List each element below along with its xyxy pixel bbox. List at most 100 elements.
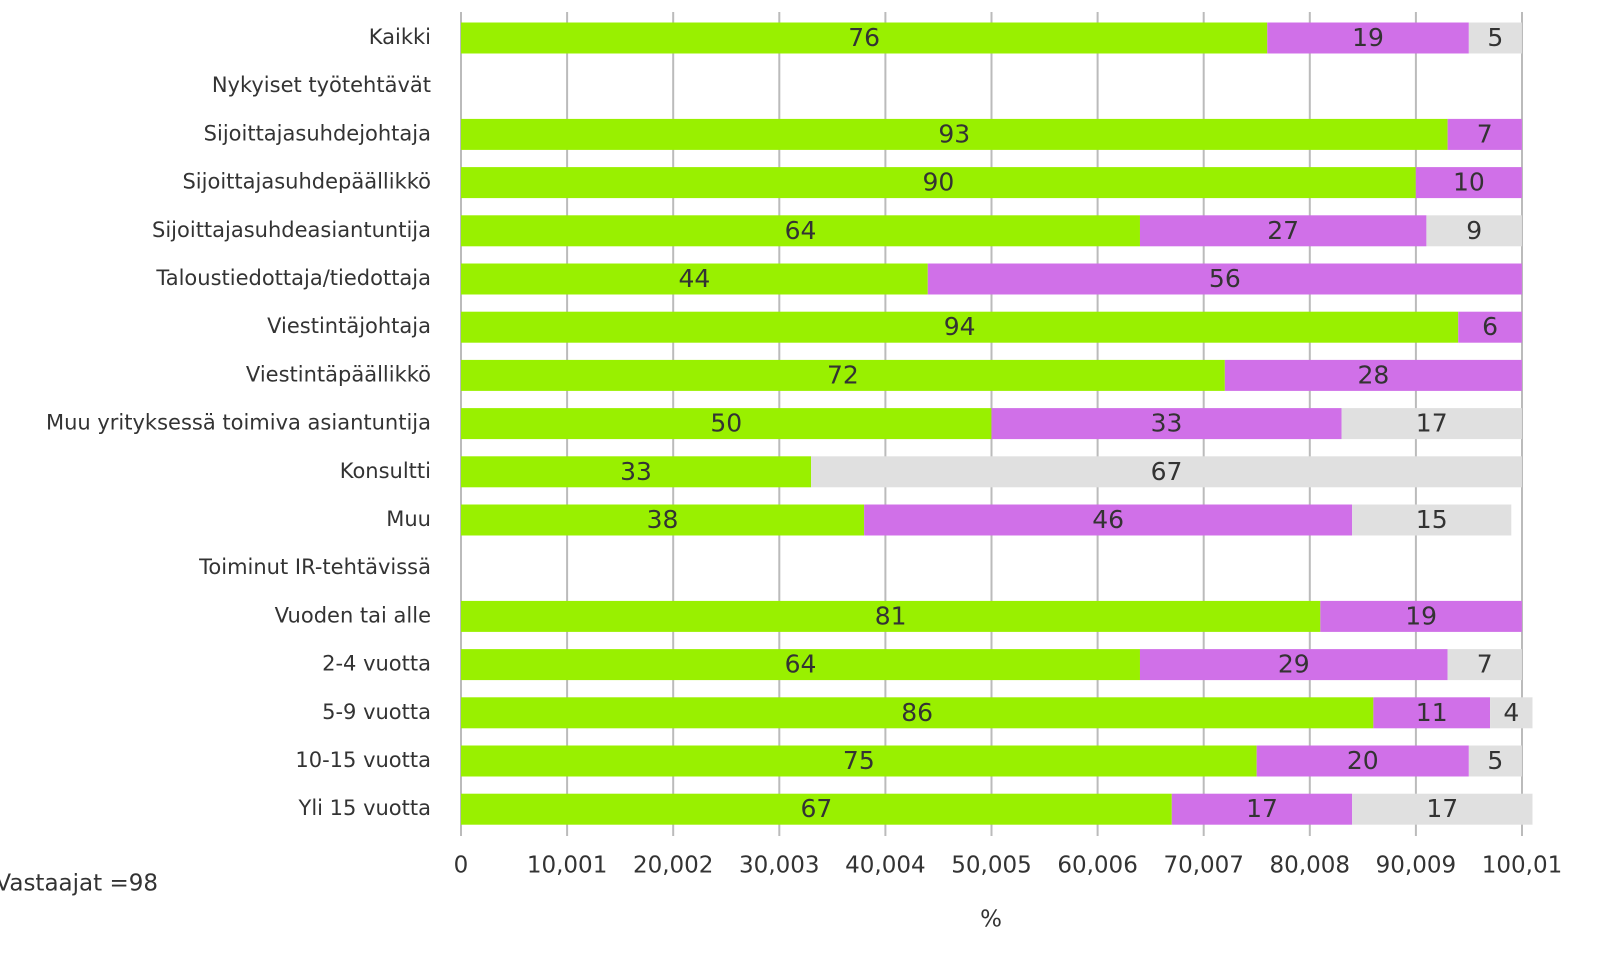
bar-segment [461, 649, 1140, 681]
bar-segment [1490, 697, 1533, 729]
data-label: 7 [1477, 119, 1493, 148]
bar-segment [1139, 649, 1448, 681]
bar-segment [811, 456, 1522, 488]
data-label: 33 [1151, 409, 1183, 438]
data-label: 67 [800, 794, 832, 823]
data-label: 5 [1487, 746, 1503, 775]
bar-segment [1373, 697, 1491, 729]
bar-segment [461, 408, 992, 440]
data-label: 33 [620, 457, 652, 486]
bar-segment [1267, 22, 1469, 54]
x-tick-label: 70,007 [1163, 853, 1243, 879]
bar-segment [461, 697, 1374, 729]
bar-segment [461, 22, 1268, 54]
data-label: 5 [1487, 23, 1503, 52]
x-tick-label: 20,002 [633, 853, 713, 879]
data-label: 72 [827, 360, 859, 389]
y-tick-label: Viestintäjohtaja [267, 314, 431, 338]
y-tick-label: Vuoden tai alle [275, 603, 431, 627]
data-label: 64 [785, 650, 817, 679]
data-label: 17 [1246, 794, 1278, 823]
y-tick-label: 5-9 vuotta [322, 700, 431, 724]
bar-segment [1320, 600, 1522, 632]
x-tick-label: 60,006 [1057, 853, 1137, 879]
bar-segment [1352, 504, 1512, 536]
bar-segment [461, 793, 1172, 825]
bar-segment [1352, 793, 1533, 825]
x-tick-label: 30,003 [739, 853, 819, 879]
data-label: 28 [1357, 360, 1389, 389]
data-label: 86 [901, 698, 933, 727]
bar-segment [927, 263, 1522, 295]
bar-segment [461, 600, 1321, 632]
bar-segment [1341, 408, 1522, 440]
data-label: 27 [1267, 216, 1299, 245]
data-label: 93 [938, 119, 970, 148]
y-tick-label: Sijoittajasuhdejohtaja [204, 121, 431, 145]
data-label: 76 [848, 23, 880, 52]
x-tick-label: 90,009 [1376, 853, 1456, 879]
data-label: 38 [647, 505, 679, 534]
data-label: 17 [1416, 409, 1448, 438]
bar-segment [461, 359, 1225, 391]
data-label: 67 [1151, 457, 1183, 486]
y-tick-label: Sijoittajasuhdeasiantuntija [152, 218, 431, 242]
data-label: 50 [710, 409, 742, 438]
y-tick-label: 10-15 vuotta [295, 748, 431, 772]
bar-segment [1468, 745, 1522, 777]
data-label: 11 [1416, 698, 1448, 727]
bar-segment [461, 745, 1257, 777]
y-tick-label: Muu yrityksessä toimiva asiantuntija [46, 411, 431, 435]
bar-segment [1447, 649, 1522, 681]
bar-segment [864, 504, 1353, 536]
data-label: 17 [1426, 794, 1458, 823]
y-tick-label: Yli 15 vuotta [298, 796, 432, 820]
bar-segment [461, 263, 928, 295]
x-tick-label: 0 [454, 853, 469, 879]
y-tick-label: Nykyiset työtehtävät [212, 73, 431, 97]
bar-segment [1256, 745, 1469, 777]
data-label: 75 [843, 746, 875, 775]
x-tick-label: 50,005 [951, 853, 1031, 879]
data-label: 46 [1092, 505, 1124, 534]
bar-segment [1447, 118, 1522, 150]
y-tick-label: Konsultti [340, 459, 431, 483]
x-tick-label: 40,004 [845, 853, 925, 879]
bar-segment [461, 215, 1140, 247]
data-label: 81 [875, 601, 907, 630]
bar-segment [1415, 167, 1522, 199]
data-label: 4 [1503, 698, 1519, 727]
x-tick-label: 10,001 [527, 853, 607, 879]
bar-segment [1139, 215, 1427, 247]
bar-segment [1468, 22, 1522, 54]
y-tick-label: Sijoittajasuhdepäällikkö [182, 170, 431, 194]
y-tick-label: Toiminut IR-tehtävissä [198, 555, 431, 579]
bar-segment [1171, 793, 1353, 825]
x-tick-label: 100,01 [1482, 853, 1562, 879]
bar-segment [1224, 359, 1522, 391]
data-label: 44 [678, 264, 710, 293]
bar-segment [461, 456, 812, 488]
bar-segment [461, 167, 1416, 199]
bar-segment [461, 118, 1448, 150]
data-label: 94 [944, 312, 976, 341]
x-tick-label: 80,008 [1270, 853, 1350, 879]
y-tick-label: Viestintäpäällikkö [246, 362, 431, 386]
data-label: 20 [1347, 746, 1379, 775]
y-tick-label: Muu [386, 507, 431, 531]
y-tick-label: Kaikki [369, 25, 431, 49]
x-axis-title: % [980, 907, 1002, 933]
bar-segment [1458, 311, 1522, 343]
y-tick-label: Taloustiedottaja/tiedottaja [155, 266, 431, 290]
data-label: 6 [1482, 312, 1498, 341]
bar-segment [991, 408, 1342, 440]
data-label: 19 [1405, 601, 1437, 630]
data-label: 7 [1477, 650, 1493, 679]
data-label: 19 [1352, 23, 1384, 52]
data-label: 10 [1453, 168, 1485, 197]
data-label: 29 [1278, 650, 1310, 679]
bar-segment [461, 311, 1459, 343]
y-tick-label: 2-4 vuotta [322, 652, 431, 676]
